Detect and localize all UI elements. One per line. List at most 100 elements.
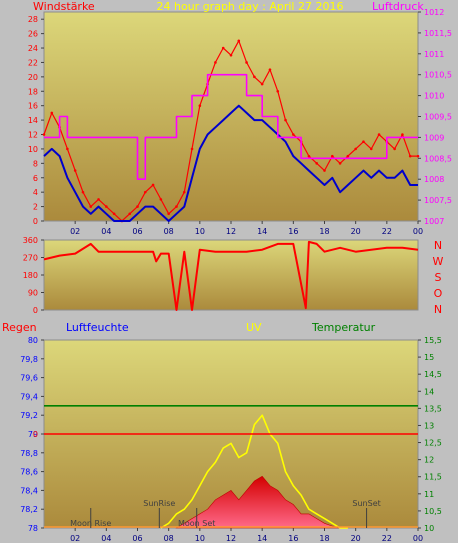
wind-speed-point	[159, 198, 163, 201]
temperature-y-tick-label: 10,5	[424, 507, 442, 516]
pressure-y-tick-label: 1008	[424, 175, 444, 184]
pressure-y-tick-label: 1012	[424, 8, 444, 17]
wind-speed-point	[323, 169, 326, 172]
humidity-y-tick-label: 78,8	[20, 449, 38, 458]
climate-x-tick-label: 12	[226, 534, 236, 543]
pressure-y-tick-label: 1009,5	[424, 113, 452, 122]
climate-x-tick-label: 22	[382, 534, 392, 543]
wind-y-tick-label: 14	[28, 116, 38, 125]
direction-y-tick-label: 0	[33, 306, 38, 315]
wind-x-axis: 02 04 06 08 10 12 14 16 18 20 22 00	[70, 221, 423, 236]
wind-y-tick-label: 8	[33, 159, 38, 168]
climate-x-tick-label: 14	[257, 534, 267, 543]
temperature-y-tick-label: 11,5	[424, 473, 442, 482]
temperature-label: Temperatur	[311, 321, 376, 334]
pressure-y-axis: 1007 1007,5 1008 1008,5 1009 1009,5 1010 1010,5…	[418, 8, 452, 226]
pressure-y-tick-label: 1008,5	[424, 154, 452, 163]
wind-speed-point	[182, 190, 186, 194]
wind-speed-point	[175, 205, 178, 208]
temperature-y-tick-label: 14	[424, 387, 434, 396]
humidity-y-tick-label: 79,6	[20, 374, 38, 383]
direction-y-tick-label: 360	[23, 236, 38, 245]
wind-speed-point	[190, 147, 194, 151]
wind-speed-point	[393, 147, 396, 151]
wind-y-tick-label: 2	[33, 203, 38, 212]
pressure-y-tick-label: 1009	[424, 133, 444, 142]
climate-x-axis: 02 04 06 08 10 12 14 16 18 20 22 00	[70, 528, 423, 543]
uv-label: UV	[246, 321, 262, 334]
rain-zero-label: 0	[33, 430, 38, 439]
wind-speed-point	[105, 205, 108, 208]
pressure-y-tick-label: 1011,5	[424, 29, 452, 38]
wind-y-tick-label: 20	[28, 73, 38, 82]
climate-x-tick-label: 06	[132, 534, 142, 543]
plot-area-wind	[43, 11, 419, 222]
event-label: SunRise	[143, 499, 175, 508]
humidity-y-tick-label: 79,4	[20, 392, 38, 401]
pressure-label: Luftdruck	[372, 0, 424, 13]
wind-x-tick-label: 00	[413, 227, 423, 236]
direction-y-tick-label: 90	[28, 289, 38, 298]
wind-y-tick-label: 16	[28, 102, 38, 111]
climate-x-tick-label: 20	[351, 534, 361, 543]
wind-x-tick-label: 06	[132, 227, 142, 236]
pressure-y-tick-label: 1010	[424, 92, 444, 101]
direction-line	[43, 240, 419, 311]
wind-speed-point	[128, 212, 132, 216]
wind-y-tick-label: 4	[33, 188, 38, 197]
direction-series	[43, 240, 419, 311]
wind-speed-point	[276, 89, 280, 93]
pressure-y-tick-label: 1007	[424, 217, 444, 226]
wind-x-tick-label: 08	[164, 227, 174, 236]
wind-x-tick-label: 14	[257, 227, 267, 236]
wind-label: Windstärke	[33, 0, 95, 13]
compass-label: S	[435, 271, 442, 284]
wind-x-tick-label: 22	[382, 227, 392, 236]
wind-speed-point	[136, 205, 139, 208]
compass-label: N	[434, 303, 442, 316]
pressure-y-tick-label: 1007,5	[424, 196, 452, 205]
wind-y-tick-label: 6	[33, 174, 38, 183]
climate-x-tick-label: 18	[319, 534, 329, 543]
wind-y-tick-label: 26	[28, 30, 38, 39]
wind-speed-point	[245, 61, 248, 64]
wind-x-tick-label: 16	[288, 227, 298, 236]
humidity-y-tick-label: 78,2	[20, 505, 38, 514]
temperature-y-axis: 10 10,5 11 11,5 12 12,5 13 13,5 14 14,5 15 15,5	[418, 336, 442, 533]
wind-speed-point	[214, 61, 217, 64]
direction-y-tick-label: 180	[23, 271, 38, 280]
wind-y-tick-label: 22	[28, 58, 38, 67]
wind-x-tick-label: 02	[70, 227, 80, 236]
wind-speed-point	[416, 154, 420, 158]
wind-x-tick-label: 12	[226, 227, 236, 236]
wind-x-tick-label: 04	[101, 227, 111, 236]
wind-speed-point	[167, 212, 170, 216]
wind-speed-point	[151, 183, 155, 187]
temperature-y-tick-label: 15	[424, 353, 434, 362]
wind-speed-point	[112, 212, 116, 216]
wind-y-tick-label: 12	[28, 131, 38, 140]
wind-speed-point	[66, 147, 69, 151]
wind-speed-point	[268, 68, 272, 71]
compass-label: N	[434, 239, 442, 252]
wind-speed-point	[401, 133, 404, 136]
wind-series	[42, 39, 420, 223]
humidity-y-tick-label: 79,8	[20, 355, 38, 364]
wind-speed-point	[315, 162, 319, 165]
event-label: SunSet	[352, 499, 380, 508]
wind-y-tick-label: 18	[28, 87, 38, 96]
event-label: Moon Set	[178, 519, 215, 528]
wind-speed-point	[50, 111, 54, 115]
compass-label: W	[433, 255, 444, 268]
temperature-y-tick-label: 11	[424, 490, 434, 499]
wind-speed-point	[81, 190, 85, 194]
temperature-y-tick-label: 10	[424, 524, 434, 533]
wind-y-tick-label: 0	[33, 217, 38, 226]
wind-speed-point	[89, 205, 93, 208]
wind-speed-point	[338, 162, 342, 165]
wind-speed-point	[73, 169, 77, 172]
wind-speed-point	[362, 140, 365, 144]
humidity-y-tick-label: 78,4	[20, 486, 38, 495]
wind-speed-point	[198, 104, 202, 107]
